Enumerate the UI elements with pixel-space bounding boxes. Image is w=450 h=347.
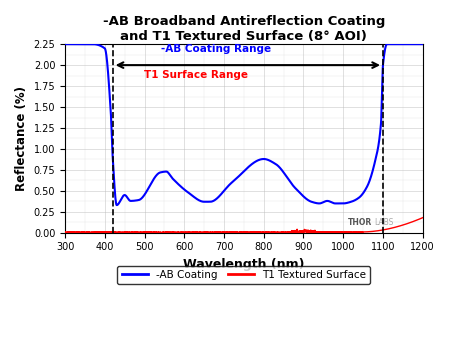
Y-axis label: Reflectance (%): Reflectance (%)	[15, 86, 28, 191]
X-axis label: Wavelength (nm): Wavelength (nm)	[183, 258, 305, 271]
Text: LABS: LABS	[374, 218, 394, 227]
Text: THOR: THOR	[347, 218, 372, 227]
Title: -AB Broadband Antireflection Coating
and T1 Textured Surface (8° AOI): -AB Broadband Antireflection Coating and…	[103, 15, 385, 43]
Text: T1 Surface Range: T1 Surface Range	[144, 70, 248, 80]
Text: -AB Coating Range: -AB Coating Range	[161, 44, 271, 54]
Legend: -AB Coating, T1 Textured Surface: -AB Coating, T1 Textured Surface	[117, 266, 370, 284]
